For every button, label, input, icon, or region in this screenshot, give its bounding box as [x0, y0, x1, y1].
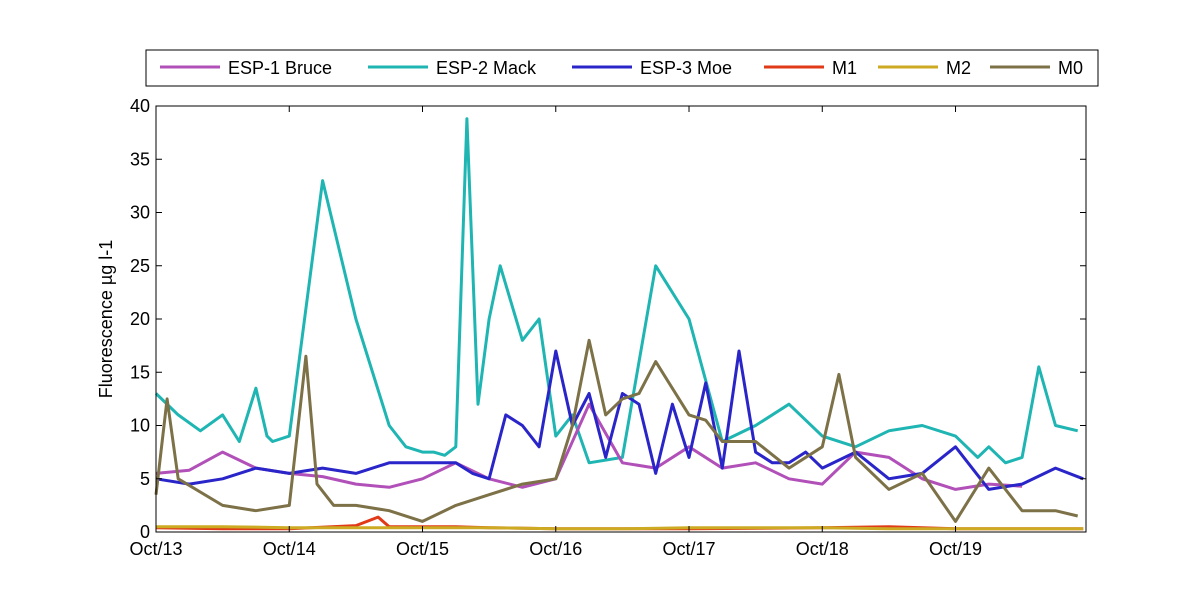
x-tick-label: Oct/17: [662, 539, 715, 559]
x-tick-label: Oct/13: [129, 539, 182, 559]
series-line-m0: [154, 338, 1079, 523]
y-tick-label: 15: [130, 362, 150, 382]
x-tick-label: Oct/15: [396, 539, 449, 559]
plot-background: [156, 106, 1086, 532]
x-tick-label: Oct/14: [263, 539, 316, 559]
legend-label: ESP-3 Moe: [640, 58, 732, 78]
legend-label: ESP-1 Bruce: [228, 58, 332, 78]
legend-label: M1: [832, 58, 857, 78]
x-axis: Oct/13 Oct/14 Oct/15 Oct/16 Oct/17 Oct/18 Oct/…: [129, 106, 982, 559]
series-line-esp-2-mack: [154, 117, 1079, 465]
y-tick-label: 5: [140, 469, 150, 489]
y-tick-label: 40: [130, 96, 150, 116]
series-line-esp-3-moe: [155, 349, 1084, 491]
legend-label: M2: [946, 58, 971, 78]
y-tick-label: 0: [140, 522, 150, 542]
series-line-m2: [156, 525, 1084, 531]
y-tick-label: 35: [130, 149, 150, 169]
y-axis: 0 5 10 15 20 25 30 35 40: [130, 96, 1086, 542]
y-tick-label: 10: [130, 416, 150, 436]
x-tick-label: Oct/18: [796, 539, 849, 559]
legend: ESP-1 Bruce ESP-2 Mack ESP-3 Moe M1 M2 M0: [145, 49, 1099, 87]
legend-label: M0: [1058, 58, 1083, 78]
series-layer: [154, 117, 1084, 531]
y-tick-label: 25: [130, 256, 150, 276]
y-tick-label: 20: [130, 309, 150, 329]
y-tick-label: 30: [130, 203, 150, 223]
series-line-esp-1-bruce: [155, 402, 1023, 491]
x-tick-label: Oct/16: [529, 539, 582, 559]
y-axis-label: Fluorescence µg l-1: [96, 240, 116, 398]
legend-label: ESP-2 Mack: [436, 58, 537, 78]
x-tick-label: Oct/19: [929, 539, 982, 559]
